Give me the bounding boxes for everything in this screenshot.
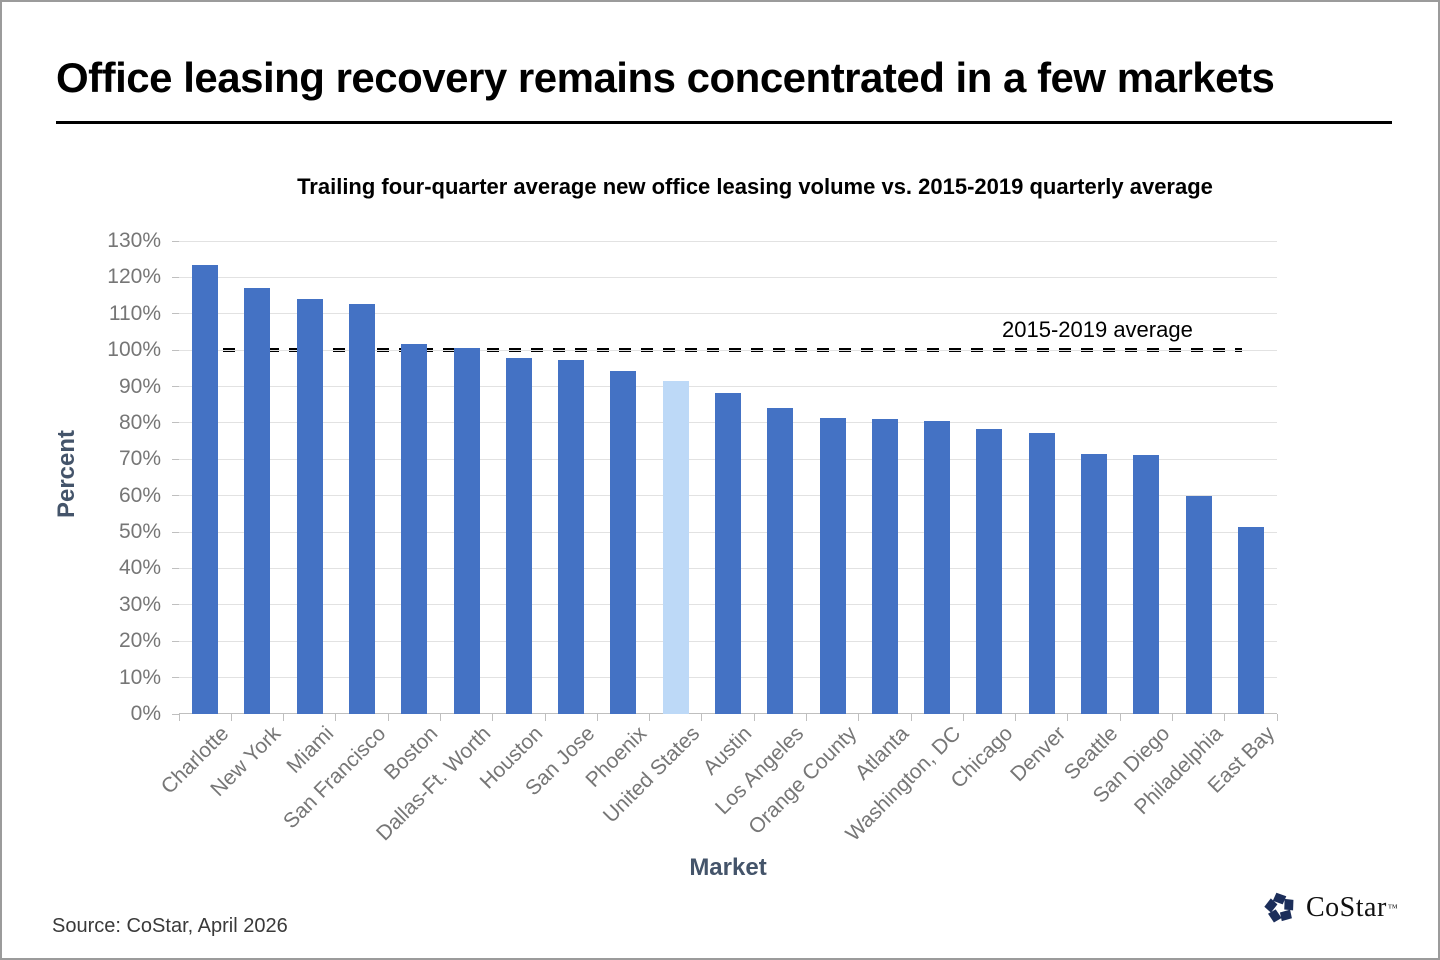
x-tick-13 bbox=[858, 714, 860, 721]
y-tick-120 bbox=[172, 276, 179, 278]
bar-houston bbox=[505, 357, 532, 714]
x-tick-9 bbox=[649, 714, 651, 721]
x-tick-5 bbox=[439, 714, 441, 721]
y-tick-110 bbox=[172, 313, 179, 315]
costar-pinwheel-icon bbox=[1264, 892, 1294, 923]
y-tick-label-100: 100% bbox=[107, 338, 161, 362]
y-tick-0 bbox=[172, 713, 179, 715]
bar-united-states bbox=[662, 380, 689, 714]
y-tick-30 bbox=[172, 604, 179, 606]
y-tick-label-120: 120% bbox=[107, 265, 161, 289]
x-tick-15 bbox=[962, 714, 964, 721]
bar-miami bbox=[296, 299, 323, 714]
y-tick-label-60: 60% bbox=[118, 483, 161, 507]
y-tick-label-80: 80% bbox=[118, 410, 161, 434]
chart-title: Trailing four-quarter average new office… bbox=[297, 174, 1213, 199]
gridline-110 bbox=[179, 313, 1277, 315]
y-tick-100 bbox=[172, 349, 179, 351]
bar-washington-dc bbox=[924, 421, 951, 714]
y-tick-label-20: 20% bbox=[118, 629, 161, 653]
x-tick-16 bbox=[1015, 714, 1017, 721]
y-tick-label-70: 70% bbox=[118, 447, 161, 471]
source-note: Source: CoStar, April 2026 bbox=[52, 915, 288, 937]
x-tick-4 bbox=[387, 714, 389, 721]
y-tick-60 bbox=[172, 495, 179, 497]
x-tick-7 bbox=[544, 714, 546, 721]
bar-seattle bbox=[1081, 453, 1107, 714]
y-tick-40 bbox=[172, 567, 179, 569]
y-tick-10 bbox=[172, 677, 179, 679]
x-tick-1 bbox=[230, 714, 232, 721]
y-tick-130 bbox=[172, 240, 179, 242]
y-tick-label-10: 10% bbox=[118, 665, 161, 689]
bar-san-jose bbox=[558, 360, 585, 714]
bar-new-york bbox=[244, 287, 271, 714]
bar-dallas-ft-worth bbox=[453, 347, 480, 714]
bar-orange-county bbox=[819, 417, 846, 714]
y-tick-80 bbox=[172, 422, 179, 424]
bar-boston bbox=[401, 343, 428, 714]
bar-atlanta bbox=[871, 419, 898, 714]
bar-los-angeles bbox=[767, 407, 794, 714]
x-tick-17 bbox=[1067, 714, 1069, 721]
y-tick-label-50: 50% bbox=[118, 520, 161, 544]
y-tick-label-130: 130% bbox=[107, 229, 161, 252]
x-tick-19 bbox=[1171, 714, 1173, 721]
plot-area: 2015-2019 average 0% 10% 20% 30% 40% 50% 60% 70… bbox=[107, 230, 1279, 846]
bar-denver bbox=[1028, 433, 1055, 714]
y-tick-label-90: 90% bbox=[118, 374, 161, 398]
x-tick-20 bbox=[1224, 714, 1226, 721]
gridline-100 bbox=[179, 349, 1277, 351]
bar-san-francisco bbox=[349, 303, 375, 714]
x-tick-14 bbox=[910, 714, 912, 721]
x-axis-title: Market bbox=[689, 854, 767, 881]
page-title: Office leasing recovery remains concentr… bbox=[56, 54, 1275, 101]
y-tick-20 bbox=[172, 640, 179, 642]
y-tick-label-30: 30% bbox=[118, 592, 161, 616]
bar-charlotte bbox=[192, 265, 219, 714]
bar-philadelphia bbox=[1185, 496, 1212, 714]
y-tick-50 bbox=[172, 531, 179, 533]
bar-chicago bbox=[976, 429, 1003, 714]
x-tick-10 bbox=[701, 714, 703, 721]
x-tick-3 bbox=[335, 714, 337, 721]
y-tick-label-40: 40% bbox=[118, 556, 161, 580]
gridline-130 bbox=[179, 240, 1277, 242]
x-tick-11 bbox=[753, 714, 755, 721]
y-tick-70 bbox=[172, 458, 179, 460]
x-tick-12 bbox=[805, 714, 807, 721]
gridline-90 bbox=[179, 386, 1277, 388]
x-tick-6 bbox=[492, 714, 494, 721]
bar-austin bbox=[715, 393, 741, 714]
x-tick-0 bbox=[178, 714, 180, 721]
gridline-120 bbox=[179, 276, 1277, 278]
y-tick-90 bbox=[172, 386, 179, 388]
y-axis-title: Percent bbox=[53, 429, 80, 519]
costar-logo-text: CoStar bbox=[1306, 892, 1387, 923]
y-tick-label-0: 0% bbox=[130, 702, 161, 725]
title-underline bbox=[56, 121, 1392, 124]
trademark-symbol: ™ bbox=[1387, 902, 1398, 914]
x-tick-2 bbox=[283, 714, 285, 721]
reference-line-label: 2015-2019 average bbox=[1002, 317, 1193, 343]
costar-logo: CoStar ™ bbox=[1262, 890, 1398, 926]
x-tick-8 bbox=[596, 714, 598, 721]
y-tick-label-110: 110% bbox=[108, 301, 161, 325]
bar-san-diego bbox=[1133, 454, 1160, 714]
x-tick-21 bbox=[1276, 714, 1278, 721]
bar-east-bay bbox=[1237, 527, 1264, 714]
x-tick-18 bbox=[1119, 714, 1121, 721]
bar-phoenix bbox=[610, 371, 637, 714]
